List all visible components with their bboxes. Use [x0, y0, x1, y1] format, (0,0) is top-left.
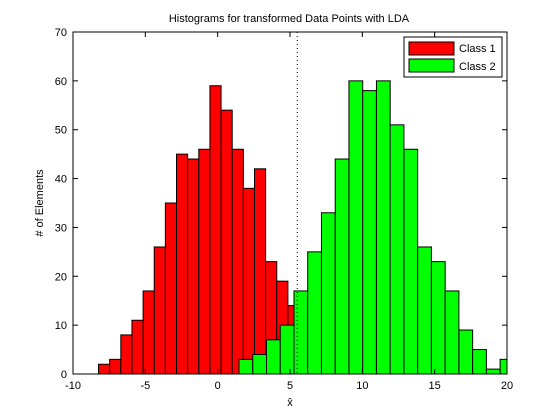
bar-series-1-bin-2	[109, 358, 122, 375]
y-tick-label: 10	[55, 320, 67, 332]
bar-series-1-bin-10	[198, 148, 211, 375]
bar-series-2-bin-1	[238, 358, 254, 375]
bar-series-2-bin-18	[472, 349, 487, 375]
bar-series-1-bin-3	[120, 334, 133, 375]
bar-series-2-bin-16	[444, 290, 460, 375]
bar-series-1-bin-1	[98, 363, 111, 375]
y-tick-label: 60	[55, 76, 67, 88]
bar-series-2-bin-7	[320, 212, 336, 375]
bar-series-1-bin-14	[242, 187, 255, 375]
x-axis-label: x̂	[287, 397, 293, 409]
bar-series-2-bin-17	[458, 329, 474, 375]
bar-series-1-bin-15	[253, 168, 267, 375]
legend-swatch-class-2	[408, 58, 455, 73]
bar-series-1-bin-6	[153, 246, 166, 375]
bar-series-1-bin-4	[131, 319, 144, 375]
y-axis-label: # of Elements	[34, 169, 46, 237]
bar-series-2-bin-5	[293, 290, 309, 375]
bar-series-2-bin-8	[334, 158, 350, 375]
bar-series-1-bin-13	[231, 148, 244, 375]
bar-series-1-bin-8	[176, 153, 189, 375]
bar-series-2-bin-15	[430, 261, 446, 375]
y-tick-label: 70	[55, 27, 67, 39]
legend-swatch-class-1	[408, 41, 455, 56]
legend-label-class-1: Class 1	[459, 43, 496, 55]
y-tick-label: 20	[55, 271, 67, 283]
x-tick-label: 0	[215, 380, 221, 392]
bar-series-2-bin-3	[265, 339, 281, 375]
bar-series-2-bin-10	[362, 90, 377, 375]
bar-series-1-bin-11	[209, 85, 222, 375]
bar-series-1-bin-5	[142, 290, 155, 375]
legend-label-class-2: Class 2	[459, 61, 496, 73]
x-tick-label: 15	[429, 380, 441, 392]
bar-series-2-bin-6	[307, 251, 322, 375]
legend: Class 1 Class 2	[403, 36, 503, 78]
bar-series-2-bin-19	[485, 368, 501, 375]
bar-series-2-bin-4	[279, 324, 295, 375]
x-tick-label: -5	[140, 380, 150, 392]
bar-series-1-bin-12	[220, 109, 233, 375]
y-tick-label: 50	[55, 125, 67, 137]
bar-series-2-bin-12	[389, 124, 405, 375]
bar-series-2-bin-11	[375, 80, 391, 375]
bar-series-1-bin-9	[187, 158, 200, 375]
x-tick-label: -10	[65, 380, 81, 392]
bar-series-1-bin-7	[164, 202, 178, 375]
y-tick-label: 40	[55, 174, 67, 186]
x-tick-label: 5	[287, 380, 293, 392]
y-tick-label: 30	[55, 222, 67, 234]
bar-series-2-bin-14	[417, 246, 432, 375]
bar-series-2-bin-20	[499, 358, 508, 375]
bars-layer	[98, 80, 508, 375]
chart-title: Histograms for transformed Data Points w…	[169, 13, 410, 25]
y-tick-label: 0	[61, 369, 67, 381]
x-tick-label: 10	[356, 380, 368, 392]
x-tick-label: 20	[501, 380, 513, 392]
bar-series-2-bin-13	[403, 148, 419, 375]
bar-series-2-bin-9	[348, 80, 364, 375]
ticks-layer: -10 -5 0 5 10 15 20 0 10 20 30 40 50 60 70	[55, 27, 513, 392]
bar-series-2-bin-2	[252, 353, 267, 375]
